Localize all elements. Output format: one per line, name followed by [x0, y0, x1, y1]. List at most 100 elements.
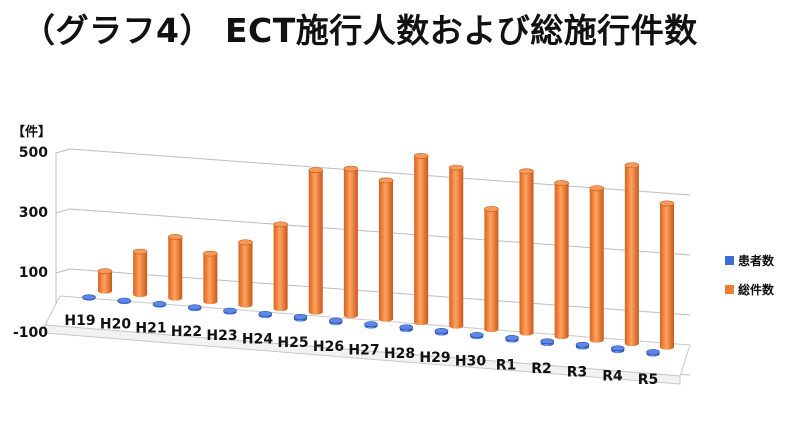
bar-patients — [82, 294, 96, 301]
bar-total-body — [449, 167, 464, 329]
bar-patients — [610, 345, 625, 354]
x-category-label: H30 — [455, 354, 486, 370]
bar-total-body — [98, 271, 112, 294]
bar-patients-cap — [364, 321, 378, 328]
gridline-depth — [55, 148, 71, 154]
bar-total-body — [660, 203, 674, 350]
bar-total-cap — [624, 162, 640, 169]
bar-total-cap — [378, 177, 394, 184]
bar-total — [554, 180, 569, 340]
bar-total-body — [519, 171, 534, 336]
bar-patients-cap — [187, 304, 202, 311]
bar-total — [589, 185, 605, 343]
bar-patients-cap — [469, 331, 484, 338]
bar-patients-cap — [575, 341, 590, 348]
bar-total — [624, 162, 640, 347]
bar-total-cap — [308, 167, 324, 173]
bar-total — [238, 239, 253, 308]
bar-patients-cap — [540, 338, 555, 345]
bar-total-body — [308, 170, 323, 315]
legend-swatch-patients — [725, 256, 734, 265]
y-tick-label: 300 — [19, 205, 48, 221]
bar-total-cap — [273, 221, 288, 228]
y-tick-layer: 500 300 100 -100 — [13, 145, 48, 341]
bar-patients-cap — [117, 297, 132, 304]
x-category-label: H27 — [348, 343, 379, 359]
bar-patients — [293, 313, 308, 322]
bar-total — [308, 167, 324, 315]
bar-total-body — [589, 188, 604, 343]
bar-total — [519, 168, 534, 336]
bar-total-cap — [659, 200, 675, 207]
bar-total-cap — [97, 268, 113, 275]
bar-total-cap — [203, 250, 218, 257]
bar-patients-cap — [610, 345, 625, 352]
bar-patients — [187, 304, 202, 312]
bar-total-body — [273, 224, 288, 312]
bar-total — [97, 268, 113, 294]
y-tick-label: 100 — [19, 265, 48, 281]
gridline — [69, 148, 691, 196]
bar-total-body — [203, 253, 218, 305]
bar-total-cap — [167, 234, 183, 240]
bars-layer — [82, 152, 675, 357]
bar-total-cap — [484, 206, 499, 212]
bar-total-body — [624, 165, 639, 347]
bar-total — [167, 234, 183, 301]
bar-total — [132, 248, 148, 298]
bar-total — [484, 206, 499, 333]
x-category-label: R3 — [567, 365, 588, 381]
x-category-label: H29 — [419, 350, 450, 366]
bar-patients — [399, 324, 414, 333]
bar-total — [413, 152, 429, 326]
bar-patients — [258, 310, 273, 319]
bar-total — [343, 165, 359, 319]
x-category-label: H28 — [384, 346, 415, 362]
bar-total-cap — [448, 164, 464, 171]
y-tick-label: 500 — [19, 145, 48, 161]
bar-patients-cap — [223, 307, 237, 314]
bar-total-cap — [413, 152, 429, 159]
bar-total-body — [343, 168, 358, 319]
bar-patients — [540, 338, 555, 347]
x-category-label: H26 — [313, 339, 344, 355]
bar-total — [273, 221, 288, 312]
x-category-label: R2 — [531, 361, 552, 377]
bar-total-body — [414, 155, 429, 326]
floor-layer — [44, 295, 691, 385]
bar-patients-cap — [152, 301, 167, 307]
bar-patients-cap — [646, 349, 660, 355]
x-category-label: H23 — [206, 328, 237, 344]
x-category-label: H25 — [277, 335, 308, 351]
chart-floor-front — [44, 324, 681, 385]
bar-total-body — [379, 180, 393, 322]
bar-patients — [117, 297, 132, 305]
x-category-label: R1 — [496, 357, 517, 373]
legend-swatch-total — [725, 285, 734, 294]
legend-label-patients: 患者数 — [738, 254, 775, 268]
bar-patients — [152, 301, 167, 308]
bar-patients-cap — [505, 334, 519, 341]
category-label-layer: H19 H20 H21 H22 H23 H24 H25 H26 H27 H28 H29 H30 R1 R2… — [64, 313, 658, 388]
bar-patients-cap — [293, 313, 308, 320]
bar-patients — [575, 341, 590, 350]
bar-patients-cap — [82, 294, 96, 301]
bar-total — [448, 164, 464, 329]
x-category-label: R5 — [638, 372, 659, 388]
bar-total — [203, 250, 218, 305]
bar-total-cap — [554, 180, 569, 186]
gridline-depth — [55, 208, 71, 214]
x-category-label: H19 — [64, 313, 95, 329]
bar-total-cap — [238, 239, 253, 246]
bar-patients — [469, 331, 484, 340]
x-category-label: H22 — [171, 324, 202, 340]
x-category-label: R4 — [602, 368, 623, 384]
bar-total-cap — [132, 248, 148, 255]
y-tick-label: -100 — [13, 325, 48, 341]
legend-item-patients: 患者数 — [725, 252, 774, 269]
legend-label-total: 総件数 — [738, 283, 775, 297]
bar-total-body — [133, 251, 148, 298]
legend-item-total: 総件数 — [725, 281, 774, 298]
bar-patients-cap — [434, 327, 449, 334]
